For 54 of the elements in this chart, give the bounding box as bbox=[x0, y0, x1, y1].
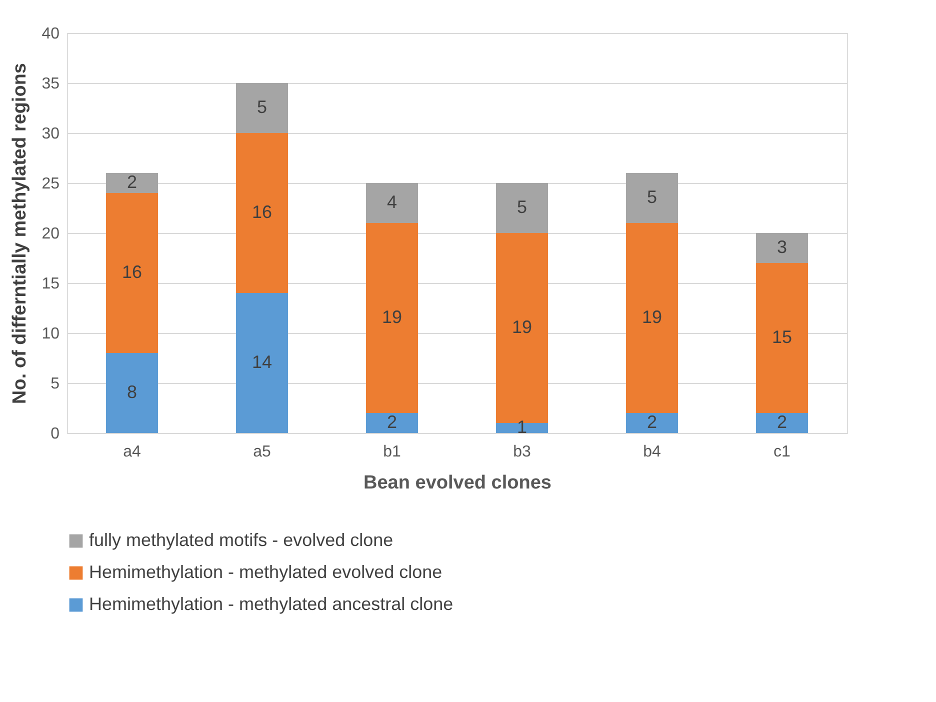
bar bbox=[106, 353, 158, 433]
y-tick-label: 20 bbox=[42, 226, 60, 242]
bar bbox=[496, 183, 548, 233]
x-tick-label: b3 bbox=[513, 444, 531, 460]
y-tick-label: 35 bbox=[42, 76, 60, 92]
y-tick-label: 40 bbox=[42, 26, 60, 42]
x-tick-label: b4 bbox=[643, 444, 661, 460]
data-label: 16 bbox=[252, 202, 272, 222]
data-label: 19 bbox=[642, 307, 662, 327]
bar bbox=[106, 193, 158, 353]
data-label: 1 bbox=[516, 417, 528, 437]
data-label: 2 bbox=[646, 412, 658, 432]
x-tick-label: a5 bbox=[253, 444, 271, 460]
x-tick-label: c1 bbox=[774, 444, 791, 460]
data-label: 8 bbox=[126, 382, 138, 402]
bar bbox=[366, 183, 418, 223]
data-label: 3 bbox=[776, 237, 788, 257]
bar bbox=[756, 263, 808, 413]
bar bbox=[626, 173, 678, 223]
x-tick-label: a4 bbox=[123, 444, 141, 460]
legend-label: fully methylated motifs - evolved clone bbox=[89, 530, 394, 550]
data-label: 2 bbox=[776, 412, 788, 432]
bar bbox=[236, 133, 288, 293]
y-axis-title: No. of differntially methylated regions bbox=[10, 63, 31, 404]
y-tick-label: 5 bbox=[50, 376, 60, 392]
data-label: 14 bbox=[252, 352, 272, 372]
data-label: 2 bbox=[386, 412, 398, 432]
y-tick-label: 30 bbox=[42, 126, 60, 142]
data-label: 5 bbox=[516, 197, 528, 217]
bar bbox=[756, 233, 808, 263]
data-label: 19 bbox=[512, 317, 532, 337]
bar bbox=[626, 413, 678, 433]
y-tick-label: 25 bbox=[42, 176, 60, 192]
bar bbox=[236, 83, 288, 133]
data-label: 5 bbox=[256, 97, 268, 117]
x-tick-label: b1 bbox=[383, 444, 401, 460]
data-label: 4 bbox=[386, 192, 398, 212]
y-tick-label: 10 bbox=[42, 326, 60, 342]
bar bbox=[236, 293, 288, 433]
data-label: 16 bbox=[122, 262, 142, 282]
data-label: 2 bbox=[126, 172, 138, 192]
bar bbox=[756, 413, 808, 433]
data-label: 5 bbox=[646, 187, 658, 207]
bar bbox=[366, 223, 418, 413]
x-axis-title: Bean evolved clones bbox=[364, 472, 552, 494]
data-label: 15 bbox=[772, 327, 792, 347]
bar bbox=[366, 413, 418, 433]
bar bbox=[626, 223, 678, 413]
y-tick-label: 15 bbox=[42, 276, 60, 292]
bar bbox=[106, 173, 158, 193]
legend-label: Hemimethylation - methylated evolved clone bbox=[89, 562, 442, 582]
data-label: 19 bbox=[382, 307, 402, 327]
y-tick-label: 0 bbox=[50, 426, 60, 442]
legend-label: Hemimethylation - methylated ancestral clone bbox=[89, 594, 454, 614]
